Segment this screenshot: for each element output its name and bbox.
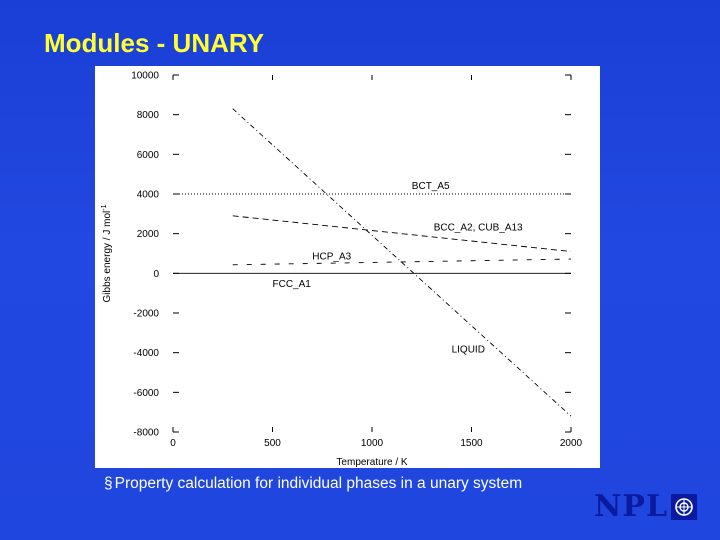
series-label: FCC_A1 <box>273 279 312 290</box>
y-tick-label: 4000 <box>137 190 160 201</box>
npl-logo-text: NPL <box>594 489 669 524</box>
series-label: LIQUID <box>452 345 485 356</box>
y-axis-label: Gibbs energy / J mol-1 <box>101 204 113 302</box>
y-tick-label: -8000 <box>133 428 159 439</box>
bullet-marker: § <box>104 475 113 492</box>
npl-logo: NPL <box>594 489 698 524</box>
series-line <box>232 108 572 417</box>
series-label: HCP_A3 <box>312 251 351 262</box>
y-tick-label: 8000 <box>137 110 160 121</box>
bullet-text: Property calculation for individual phas… <box>114 475 523 492</box>
x-tick-label: 500 <box>264 438 281 449</box>
y-tick-label: -6000 <box>133 388 159 399</box>
y-tick-label: 2000 <box>137 229 160 240</box>
y-tick-label: -4000 <box>133 348 159 359</box>
x-tick-label: 2000 <box>560 438 583 449</box>
series-line <box>232 215 572 252</box>
gibbs-energy-chart: 0 500 1000 1500 2000 -8000 -6000 -4000 -2000 0 200… <box>101 71 583 469</box>
x-tick-label: 0 <box>170 438 176 449</box>
crest-icon <box>671 494 698 520</box>
y-tick-label: 0 <box>153 269 159 280</box>
x-tick-label: 1500 <box>460 438 483 449</box>
y-tick-label: 6000 <box>137 150 160 161</box>
bullet-point: § Property calculation for individual pha… <box>104 475 522 493</box>
x-tick-label: 1000 <box>361 438 384 449</box>
series-label: BCC_A2, CUB_A13 <box>434 223 523 234</box>
slide-title: Modules - UNARY <box>44 28 265 58</box>
series-label: BCT_A5 <box>412 181 450 192</box>
y-tick-label: 10000 <box>131 71 159 82</box>
chart-panel: 0 500 1000 1500 2000 -8000 -6000 -4000 -2000 0 200… <box>95 66 600 468</box>
y-tick-label: -2000 <box>133 309 159 320</box>
x-axis-label: Temperature / K <box>336 457 407 468</box>
